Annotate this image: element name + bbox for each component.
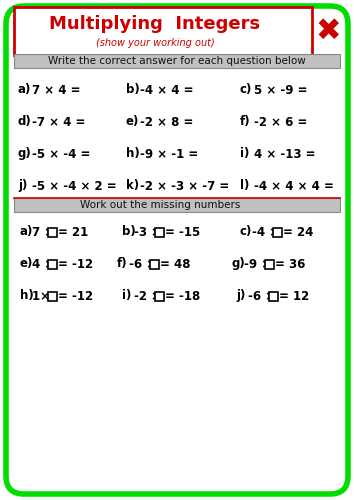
Text: c): c) <box>240 84 252 96</box>
Text: -2 ×: -2 × <box>134 290 161 302</box>
Text: -2 × 6 =: -2 × 6 = <box>254 116 307 128</box>
Text: -2 × -3 × -7 =: -2 × -3 × -7 = <box>140 180 229 192</box>
Text: c): c) <box>240 226 252 238</box>
Bar <box>265 260 274 268</box>
Text: d): d) <box>18 116 32 128</box>
Bar <box>14 198 340 212</box>
Text: -9 ×: -9 × <box>244 258 271 270</box>
Text: -4 × 4 =: -4 × 4 = <box>140 84 194 96</box>
Text: g): g) <box>232 258 246 270</box>
Bar <box>273 228 282 236</box>
Bar <box>47 228 57 236</box>
Bar <box>155 228 164 236</box>
Text: 4 × -13 =: 4 × -13 = <box>254 148 315 160</box>
Text: = -12: = -12 <box>57 290 93 302</box>
Text: -4 ×: -4 × <box>252 226 279 238</box>
Bar <box>269 292 278 300</box>
Text: j): j) <box>236 290 245 302</box>
Text: = 12: = 12 <box>279 290 309 302</box>
Text: = 21: = 21 <box>57 226 88 238</box>
Text: ✖: ✖ <box>315 16 341 46</box>
Text: a): a) <box>20 226 33 238</box>
Text: -5 × -4 × 2 =: -5 × -4 × 2 = <box>32 180 116 192</box>
FancyBboxPatch shape <box>6 6 348 494</box>
Text: 7 ×: 7 × <box>32 226 54 238</box>
Text: j): j) <box>18 180 27 192</box>
Text: i): i) <box>122 290 131 302</box>
Text: 1×: 1× <box>32 290 54 302</box>
Text: -6 ×: -6 × <box>129 258 156 270</box>
Text: b): b) <box>122 226 136 238</box>
Text: 7 × 4 =: 7 × 4 = <box>32 84 80 96</box>
Text: f): f) <box>240 116 251 128</box>
Text: h): h) <box>20 290 34 302</box>
Text: l): l) <box>240 180 249 192</box>
Text: = -12: = -12 <box>57 258 93 270</box>
Text: 5 × -9 =: 5 × -9 = <box>254 84 308 96</box>
Text: -4 × 4 × 4 =: -4 × 4 × 4 = <box>254 180 334 192</box>
Text: Work out the missing numbers: Work out the missing numbers <box>80 200 240 210</box>
Text: = 36: = 36 <box>275 258 306 270</box>
Bar <box>47 260 57 268</box>
Text: i): i) <box>240 148 249 160</box>
Text: -9 × -1 =: -9 × -1 = <box>140 148 198 160</box>
Text: = 48: = 48 <box>160 258 190 270</box>
Text: -2 × 8 =: -2 × 8 = <box>140 116 193 128</box>
Bar <box>14 54 340 68</box>
Text: k): k) <box>126 180 139 192</box>
Text: -6 ×: -6 × <box>248 290 275 302</box>
Text: h): h) <box>126 148 140 160</box>
Text: 4 ×: 4 × <box>32 258 54 270</box>
Text: Write the correct answer for each question below: Write the correct answer for each questi… <box>48 56 306 66</box>
Bar <box>150 260 159 268</box>
FancyBboxPatch shape <box>14 7 312 55</box>
Text: -7 × 4 =: -7 × 4 = <box>32 116 85 128</box>
Text: -3 ×: -3 × <box>134 226 161 238</box>
Text: (show your working out): (show your working out) <box>96 38 215 48</box>
Text: f): f) <box>117 258 128 270</box>
Text: g): g) <box>18 148 32 160</box>
Text: = 24: = 24 <box>283 226 313 238</box>
Text: -5 × -4 =: -5 × -4 = <box>32 148 90 160</box>
Text: Multiplying  Integers: Multiplying Integers <box>50 15 261 33</box>
Text: b): b) <box>126 84 140 96</box>
Text: e): e) <box>20 258 33 270</box>
Text: = -18: = -18 <box>165 290 200 302</box>
Text: e): e) <box>126 116 139 128</box>
Bar <box>155 292 164 300</box>
Text: a): a) <box>18 84 32 96</box>
Bar <box>47 292 57 300</box>
Text: = -15: = -15 <box>165 226 200 238</box>
